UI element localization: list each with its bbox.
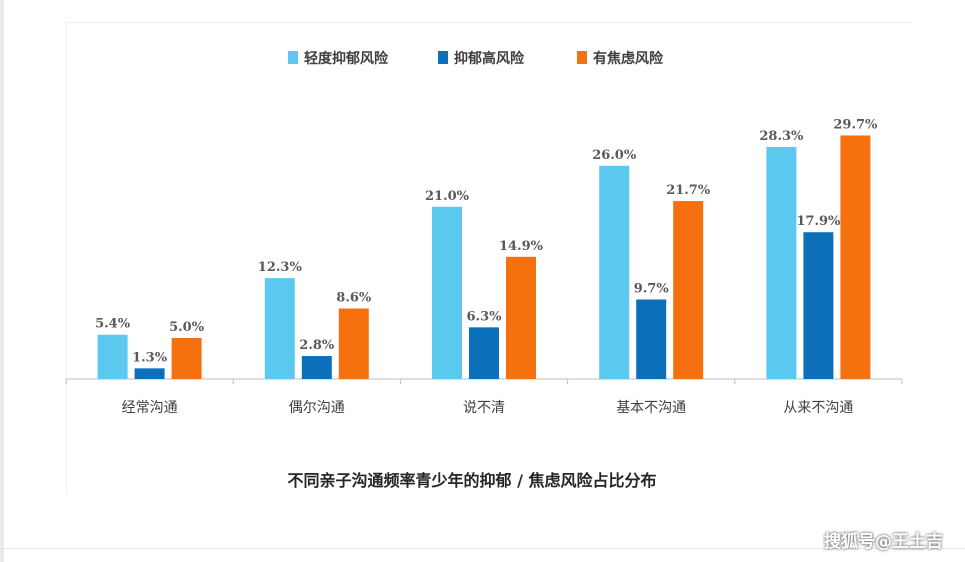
- data-label: 1.3%: [132, 350, 168, 365]
- data-label: 2.8%: [299, 338, 335, 353]
- page-divider: [0, 548, 965, 549]
- data-label: 5.0%: [169, 320, 205, 335]
- data-label: 28.3%: [759, 129, 804, 144]
- data-label: 9.7%: [634, 281, 670, 296]
- watermark: 搜狐号@王土吉: [824, 532, 943, 552]
- x-tick-label: 经常沟通: [122, 400, 178, 416]
- page-border: [0, 0, 4, 562]
- bar: [338, 308, 369, 379]
- bar: [766, 146, 797, 379]
- bar: [840, 135, 871, 379]
- bar: [264, 278, 295, 379]
- bar: [599, 165, 630, 379]
- x-tick-label: 偶尔沟通: [289, 400, 345, 416]
- legend-label: 有焦虑风险: [593, 50, 664, 67]
- bar: [432, 206, 462, 379]
- data-label: 17.9%: [796, 214, 841, 229]
- bar: [803, 232, 834, 379]
- data-label: 14.9%: [499, 239, 544, 254]
- legend-swatch: [288, 51, 298, 64]
- bar: [506, 256, 536, 379]
- data-label: 12.3%: [258, 260, 303, 275]
- legend-label: 抑郁高风险: [454, 50, 525, 67]
- data-label: 29.7%: [833, 117, 878, 132]
- bar: [171, 338, 202, 379]
- bar: [134, 368, 165, 379]
- bar: [301, 356, 332, 379]
- data-label: 5.4%: [95, 317, 131, 332]
- x-tick-label: 基本不沟通: [616, 399, 686, 416]
- data-label: 6.3%: [467, 309, 503, 324]
- bar: [636, 299, 667, 379]
- chart-title: 不同亲子沟通频率青少年的抑郁 / 焦虑风险占比分布: [288, 471, 657, 490]
- data-label: 21.0%: [425, 189, 470, 204]
- data-label: 8.6%: [336, 290, 372, 305]
- data-label: 26.0%: [592, 148, 637, 163]
- bar: [673, 201, 704, 379]
- x-tick-label: 说不清: [463, 400, 505, 416]
- bar: [469, 327, 499, 379]
- data-label: 21.7%: [666, 183, 711, 198]
- legend-swatch: [438, 51, 448, 64]
- x-tick-label: 从来不沟通: [783, 400, 853, 416]
- bar: [97, 334, 128, 379]
- legend-label: 轻度抑郁风险: [304, 50, 389, 67]
- legend-swatch: [577, 51, 587, 64]
